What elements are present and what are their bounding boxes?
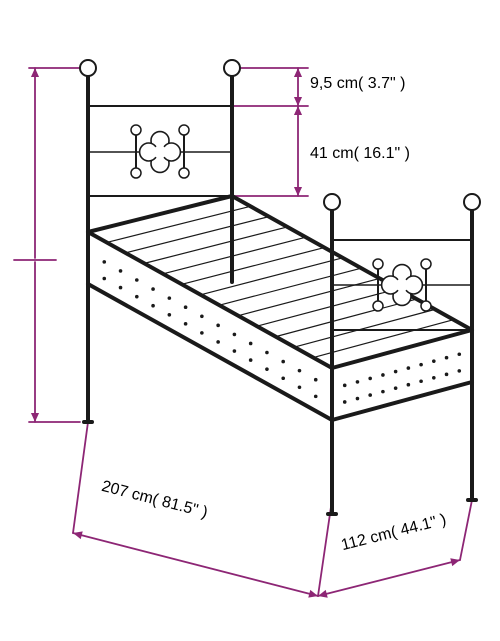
- dim-label-length-wrap: 207 cm( 81.5" ): [100, 520, 101, 521]
- dim-label-headboard-height: 41 cm( 16.1" ): [310, 144, 410, 163]
- diagram-svg: [0, 0, 500, 641]
- diagram-canvas: 9,5 cm( 3.7" ) 41 cm( 16.1" ) 207 cm( 81…: [0, 0, 500, 641]
- dim-label-width-wrap: 112 cm( 44.1" ): [340, 553, 341, 554]
- dim-label-top-gap: 9,5 cm( 3.7" ): [310, 74, 405, 93]
